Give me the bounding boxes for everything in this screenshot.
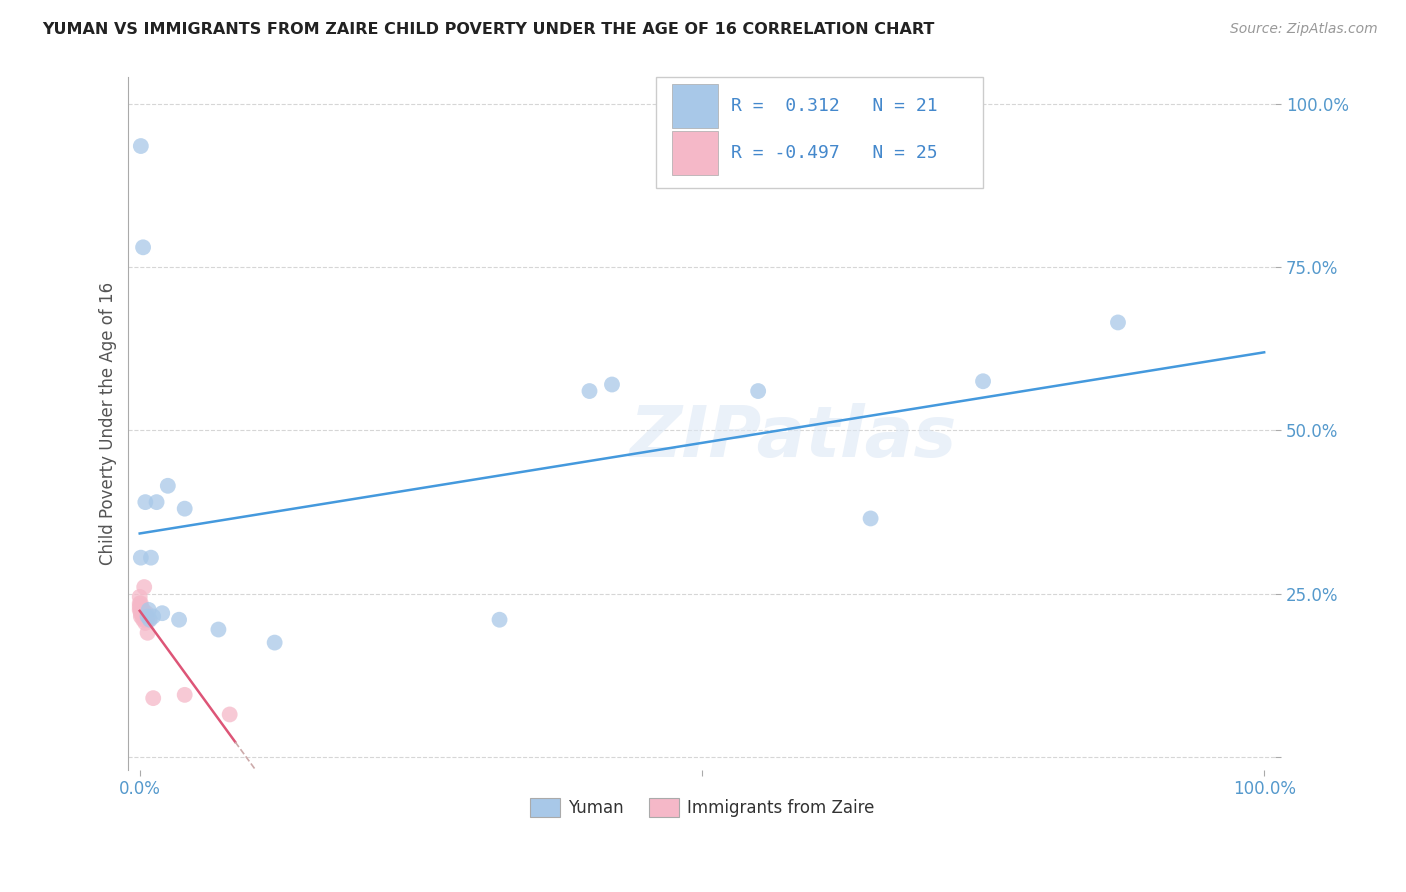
Text: Source: ZipAtlas.com: Source: ZipAtlas.com: [1230, 22, 1378, 37]
Point: [138, 603, 160, 617]
Point: [135, 613, 157, 627]
Point: [136, 609, 159, 624]
Point: [859, 511, 882, 525]
Text: ZIPatlas: ZIPatlas: [630, 403, 957, 472]
Point: [128, 596, 150, 610]
Point: [167, 613, 190, 627]
Point: [134, 495, 156, 509]
Point: [134, 609, 156, 624]
Point: [132, 240, 155, 254]
Point: [142, 691, 165, 706]
Point: [128, 590, 150, 604]
Point: [129, 606, 152, 620]
Point: [129, 596, 152, 610]
Point: [132, 609, 155, 624]
Point: [139, 613, 162, 627]
Point: [131, 603, 153, 617]
Point: [972, 374, 994, 388]
Point: [136, 625, 159, 640]
Point: [600, 377, 623, 392]
Point: [145, 495, 167, 509]
Legend: Yuman, Immigrants from Zaire: Yuman, Immigrants from Zaire: [523, 791, 882, 824]
Text: R =  0.312   N = 21: R = 0.312 N = 21: [731, 97, 938, 115]
Text: YUMAN VS IMMIGRANTS FROM ZAIRE CHILD POVERTY UNDER THE AGE OF 16 CORRELATION CHA: YUMAN VS IMMIGRANTS FROM ZAIRE CHILD POV…: [42, 22, 935, 37]
Point: [747, 384, 769, 398]
Point: [139, 550, 162, 565]
Point: [578, 384, 600, 398]
Point: [129, 139, 152, 153]
Text: R = -0.497   N = 25: R = -0.497 N = 25: [731, 144, 938, 162]
FancyBboxPatch shape: [672, 84, 718, 128]
Point: [132, 603, 155, 617]
Point: [218, 707, 240, 722]
Point: [129, 599, 152, 614]
FancyBboxPatch shape: [672, 131, 718, 175]
FancyBboxPatch shape: [657, 78, 983, 188]
Point: [132, 613, 155, 627]
Point: [129, 550, 152, 565]
Point: [134, 615, 156, 630]
Point: [488, 613, 510, 627]
Point: [131, 606, 153, 620]
Y-axis label: Child Poverty Under the Age of 16: Child Poverty Under the Age of 16: [100, 282, 117, 566]
Point: [135, 606, 157, 620]
Point: [134, 609, 156, 624]
Point: [1107, 315, 1129, 329]
Point: [173, 688, 195, 702]
Point: [142, 609, 165, 624]
Point: [129, 603, 152, 617]
Point: [138, 613, 160, 627]
Point: [173, 501, 195, 516]
Point: [263, 635, 285, 649]
Point: [134, 580, 156, 594]
Point: [207, 623, 229, 637]
Point: [129, 609, 152, 624]
Point: [150, 606, 173, 620]
Point: [156, 479, 179, 493]
Point: [128, 603, 150, 617]
Point: [128, 599, 150, 614]
